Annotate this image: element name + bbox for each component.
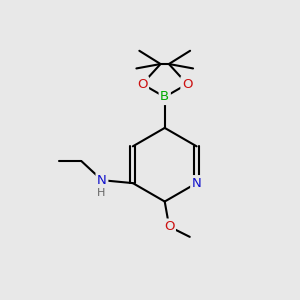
Text: N: N xyxy=(192,177,202,190)
Text: H: H xyxy=(97,188,106,197)
Text: O: O xyxy=(164,220,174,233)
Text: B: B xyxy=(160,91,169,103)
Text: N: N xyxy=(97,174,107,187)
Text: O: O xyxy=(137,77,148,91)
Text: O: O xyxy=(182,77,192,91)
